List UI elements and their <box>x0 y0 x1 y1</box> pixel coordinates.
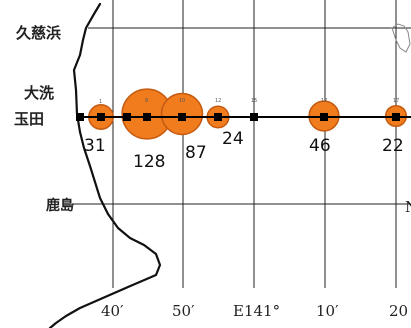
station-number: 8 <box>145 98 148 104</box>
station-number: 17 <box>321 98 327 104</box>
station-number: 1 <box>99 99 102 105</box>
station-marker <box>97 113 105 121</box>
coastline <box>48 2 162 328</box>
station-marker <box>250 113 258 121</box>
place-labels: 久慈浜 大洗 玉田 鹿島 <box>14 24 74 214</box>
station-marker <box>214 113 222 121</box>
value-label: 87 <box>185 143 207 163</box>
lon-label-10: 10′ <box>316 302 339 320</box>
station-number: 10 <box>179 98 185 104</box>
bubble-layer <box>88 88 408 140</box>
edge-label-fragment: N <box>405 198 411 216</box>
station-number: 17 <box>393 98 399 104</box>
place-kujihama: 久慈浜 <box>16 24 61 42</box>
station-marker <box>178 113 186 121</box>
small-island <box>391 23 411 53</box>
place-tamata: 玉田 <box>14 110 44 128</box>
latitude-grid <box>72 27 411 205</box>
station-marker <box>76 113 84 121</box>
station-marker <box>143 113 151 121</box>
lon-label-40: 40′ <box>101 302 124 320</box>
lon-label-50: 50′ <box>172 302 195 320</box>
place-kashima: 鹿島 <box>45 197 74 214</box>
place-oarai: 大洗 <box>24 84 54 102</box>
value-label: 31 <box>84 136 106 156</box>
station-number: 15 <box>251 98 257 104</box>
value-label: 24 <box>222 129 244 149</box>
station-marker <box>123 113 131 121</box>
lon-label-e141: E141° <box>233 302 280 320</box>
longitude-labels: 40′ 50′ E141° 10′ 20 <box>101 302 408 320</box>
station-number: 12 <box>215 98 221 104</box>
value-label: 46 <box>309 136 331 156</box>
station-marker <box>320 113 328 121</box>
value-label: 128 <box>133 152 165 172</box>
station-markers <box>76 113 400 121</box>
longitude-grid <box>112 0 397 288</box>
lon-label-20: 20 <box>389 302 408 320</box>
value-label: 22 <box>382 136 404 156</box>
station-marker <box>392 113 400 121</box>
value-labels: 31 128 87 24 46 22 <box>84 129 404 172</box>
station-numbers: 1 8 10 12 15 17 17 <box>99 98 399 105</box>
